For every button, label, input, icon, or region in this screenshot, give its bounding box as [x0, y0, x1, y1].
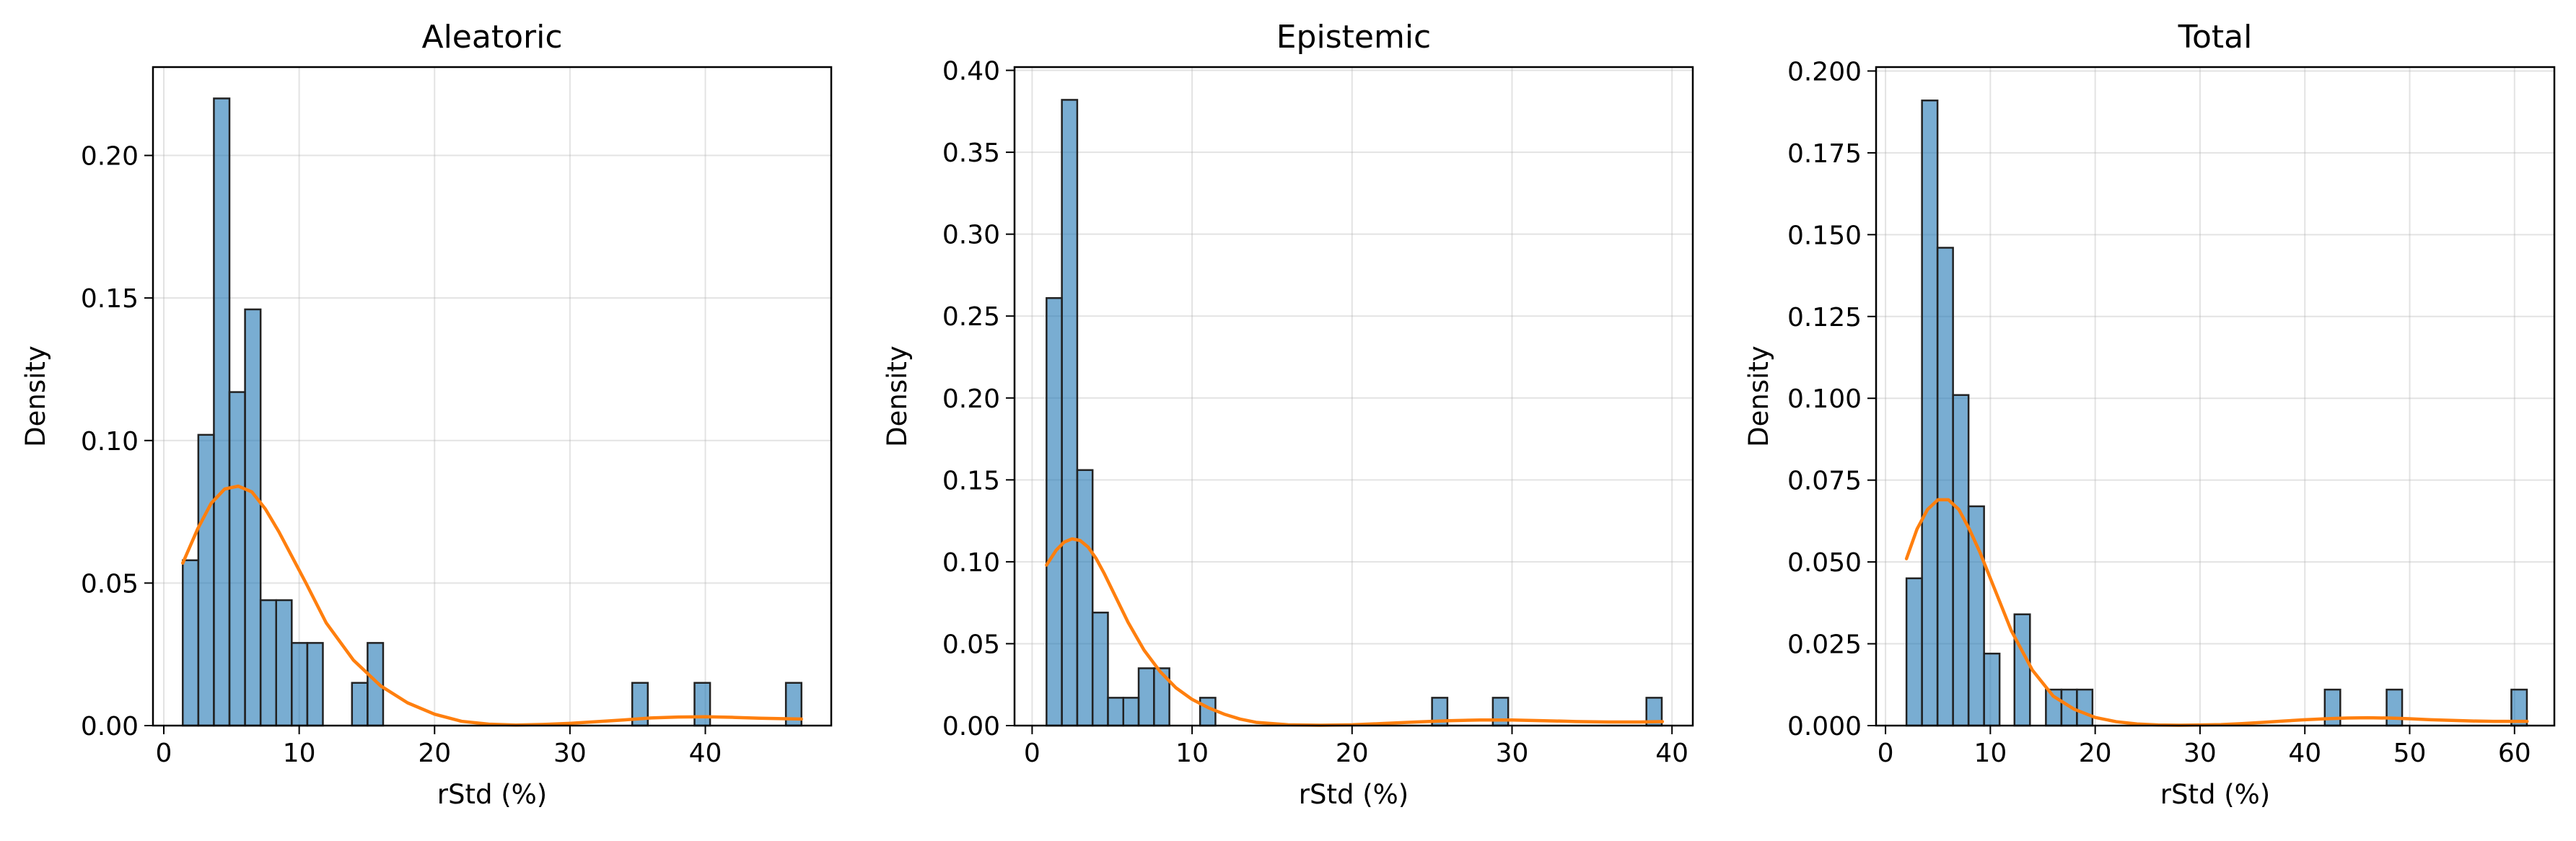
x-tick-label: 0 [1878, 739, 1894, 768]
y-tick-label: 0.125 [1787, 303, 1862, 333]
panel-aleatoric: Aleatoric rStd (%) Density 0 10 20 30 40 0.00… [20, 19, 833, 810]
y-tick-label: 0.000 [1787, 712, 1862, 741]
histogram-bar [244, 308, 262, 727]
x-tick-label: 20 [418, 739, 451, 768]
y-tick-label: 0.10 [942, 548, 1000, 578]
y-tick-label: 0.10 [81, 427, 139, 457]
histogram-bar [275, 599, 293, 727]
grid [1876, 67, 2554, 726]
x-axis-label: rStd (%) [437, 779, 547, 810]
histogram-bar [1122, 697, 1140, 727]
grid [1015, 67, 1693, 726]
x-tick-label: 50 [2393, 739, 2427, 768]
histogram-bar [213, 97, 231, 727]
y-tick-label: 0.05 [81, 569, 139, 599]
histogram-bar [1091, 612, 1109, 727]
histogram-bar [2386, 688, 2404, 727]
y-tick-label: 0.150 [1787, 221, 1862, 250]
panel-total: Total rStd (%) Density 0 10 20 30 40 50 60 0.00… [1743, 19, 2556, 810]
x-tick-label: 10 [283, 739, 316, 768]
y-tick-label: 0.15 [81, 284, 139, 314]
x-axis-label: rStd (%) [2160, 779, 2270, 810]
histogram-bars [1905, 100, 2528, 727]
x-tick-label: 30 [1496, 739, 1529, 768]
histogram-bar [351, 682, 369, 727]
histogram-bar [306, 642, 324, 727]
y-tick-label: 0.30 [942, 221, 1000, 250]
kde-curve [1045, 537, 1665, 727]
y-tick-label: 0.15 [942, 466, 1000, 496]
x-tick-label: 10 [1973, 739, 2007, 768]
plot-frame [152, 66, 833, 727]
histogram-bar [1921, 100, 1939, 727]
y-axis-label: Density [1743, 345, 1774, 447]
histogram-bar [197, 433, 215, 727]
histogram-bar [182, 559, 200, 727]
x-tick-label: 40 [1655, 739, 1688, 768]
x-axis-label: rStd (%) [1299, 779, 1409, 810]
histogram-bar [1199, 697, 1217, 727]
plot-frame [1013, 66, 1694, 727]
histogram-bar [1061, 99, 1079, 727]
x-tick-label: 20 [1336, 739, 1369, 768]
y-tick-label: 0.175 [1787, 139, 1862, 169]
histogram-bar [1936, 247, 1954, 727]
histogram-bar [1076, 469, 1094, 727]
x-tick-label: 0 [1024, 739, 1041, 768]
y-tick-label: 0.20 [942, 384, 1000, 414]
x-tick-label: 0 [156, 739, 172, 768]
histogram-bar [2013, 613, 2031, 727]
kde-curve [181, 484, 803, 727]
y-tick-label: 0.075 [1787, 467, 1862, 496]
histogram-bar [291, 642, 309, 727]
x-tick-label: 60 [2498, 739, 2531, 768]
x-tick-label: 30 [2183, 739, 2217, 768]
x-tick-label: 20 [2079, 739, 2112, 768]
y-axis-label: Density [20, 345, 51, 447]
histogram-bar [1137, 667, 1155, 727]
histogram-bar [228, 391, 246, 727]
y-tick-label: 0.35 [942, 138, 1000, 168]
histogram-bars [182, 97, 802, 727]
panel-title: Total [2178, 19, 2253, 56]
histogram-bars [1046, 99, 1663, 727]
histogram-bar [1107, 697, 1125, 727]
x-tick-label: 40 [689, 739, 722, 768]
y-tick-label: 0.050 [1787, 548, 1862, 578]
y-tick-label: 0.00 [81, 712, 139, 741]
x-tick-label: 40 [2288, 739, 2321, 768]
y-tick-label: 0.05 [942, 630, 1000, 659]
histogram-bar [1952, 394, 1970, 727]
histogram-bar [1905, 577, 1923, 727]
y-tick-label: 0.025 [1787, 630, 1862, 660]
y-tick-label: 0.200 [1787, 57, 1862, 87]
y-tick-label: 0.100 [1787, 384, 1862, 414]
y-tick-label: 0.40 [942, 57, 1000, 87]
x-tick-label: 10 [1175, 739, 1209, 768]
y-axis-label: Density [882, 345, 913, 447]
y-tick-label: 0.00 [942, 712, 1000, 741]
histogram-bar [693, 682, 711, 727]
x-tick-label: 30 [553, 739, 587, 768]
y-tick-label: 0.25 [942, 302, 1000, 332]
histogram-bar [1046, 296, 1063, 727]
histogram-bar [1983, 652, 2001, 727]
plot-frame [1875, 66, 2556, 727]
panel-title: Epistemic [1276, 19, 1431, 56]
panel-epistemic: Epistemic rStd (%) Density 0 10 20 30 40 0.00… [882, 19, 1694, 810]
histogram-bar [1967, 505, 1985, 727]
panel-title: Aleatoric [421, 19, 562, 56]
y-tick-label: 0.20 [81, 142, 139, 172]
histogram-bar [259, 599, 277, 727]
histogram-bar [2076, 688, 2094, 727]
